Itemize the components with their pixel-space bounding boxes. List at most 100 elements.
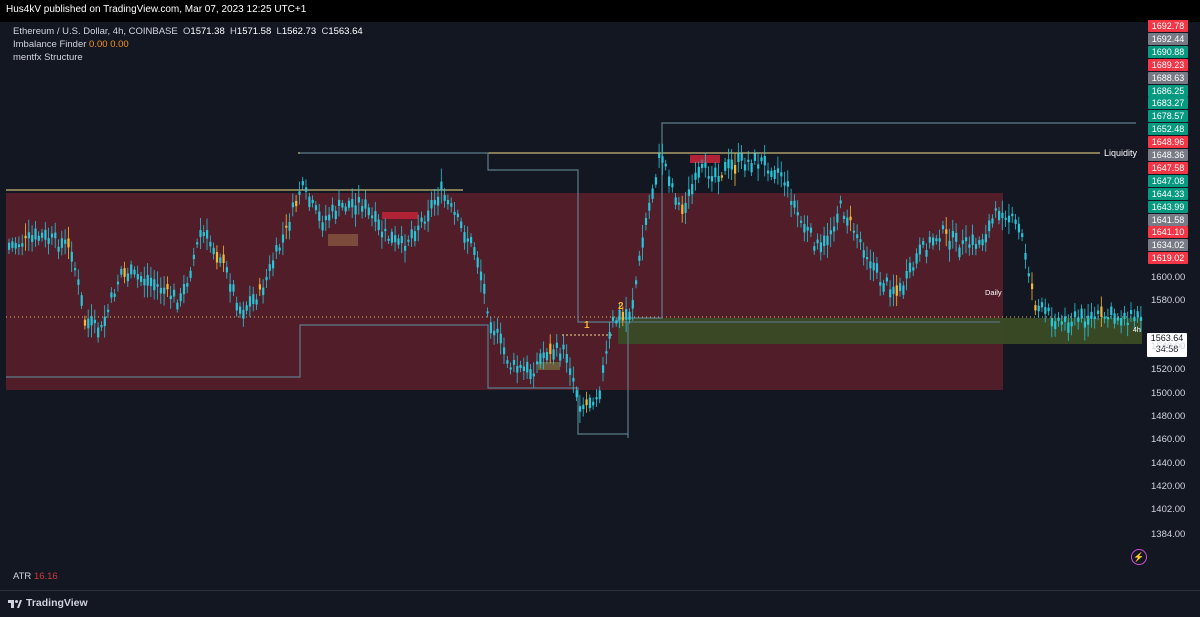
atr-legend[interactable]: ATR 16.16 [13,571,58,582]
candle-body [278,247,281,251]
candle-body [338,199,341,206]
candle-body [8,242,11,250]
candle-body [479,271,483,281]
candle-body [410,229,413,239]
chart-canvas[interactable] [0,22,1200,616]
candle-body [813,246,816,251]
candle-body [47,238,50,244]
candle-body [908,262,912,273]
legend-indicator-imbalance[interactable]: Imbalance Finder 0.00 0.00 [13,39,129,50]
candle-body [272,260,275,269]
candle-body [1064,316,1067,322]
candle-body [1123,312,1126,319]
candle-body [456,213,459,218]
publisher-bar: Hus4kV published on TradingView.com, Mar… [0,0,1200,22]
candle-body [846,217,849,226]
candle-body [1100,306,1103,317]
liquidity-label: Liquidity [1104,148,1138,158]
candle-body [509,367,512,370]
candle-body [1133,316,1136,322]
candle-body [994,208,997,211]
candle-body [1136,311,1139,318]
candle-body [602,365,605,373]
candle-body [361,205,364,212]
candle-body [133,269,136,275]
chart-area[interactable]: Ethereum / U.S. Dollar, 4h, COINBASE O15… [0,20,1200,616]
candle-body [734,164,737,174]
candle-body [651,188,654,199]
candle-body [344,206,347,212]
candle-body [1070,321,1073,327]
candle-body [334,210,337,220]
candle-body [255,299,258,305]
candle-body [196,242,199,245]
candle-body [654,177,657,185]
price-axis-label: 1402.00 [1151,504,1186,515]
candle-body [377,219,380,231]
close-value: 1563.64 [328,26,363,37]
low-value: 1562.73 [281,26,317,37]
candle-body [440,181,443,191]
candle-body [288,221,291,231]
candle-body [1021,233,1024,238]
candle-body [875,263,879,273]
candle-body [773,170,776,179]
candle-body [793,200,796,208]
candle-body [585,399,588,406]
candle-body [1080,308,1083,319]
candle-body [295,200,298,207]
close-label: C [321,26,329,37]
candle-body [420,217,423,222]
legend-indicator-structure[interactable]: mentfx Structure [13,52,83,63]
candle-body [892,286,895,294]
countdown-value: 34:58 [1155,344,1179,354]
candle-body [90,316,93,326]
candle-body [450,203,453,207]
candle-body [717,175,720,182]
candle-body [1057,317,1060,321]
candle-body [354,205,357,215]
candle-body [753,153,756,161]
candle-body [737,153,740,162]
candle-body [928,236,931,243]
candle-body [136,274,139,280]
candle-body [644,217,648,225]
level-2-label: 2 [618,301,624,312]
candle-body [661,156,664,163]
candle-body [833,226,836,232]
candle-body [496,328,499,333]
price-axis-label: 1520.00 [1151,364,1186,375]
candle-body [856,234,859,239]
candle-body [1007,215,1011,223]
candle-body [839,200,842,204]
candle-body [598,390,601,400]
price-tag: 1641.58 [1148,213,1188,226]
candle-body [202,232,205,237]
candle-body [905,270,908,279]
candle-body [189,270,192,278]
candle-body [1031,283,1034,290]
candle-body [984,234,987,243]
candle-body [1001,212,1004,218]
indicator-name: Imbalance Finder [13,39,87,50]
lightning-icon[interactable]: ⚡ [1131,549,1147,565]
candle-body [93,319,96,324]
candle-body [67,238,70,248]
candle-body [1027,273,1030,277]
candle-body [958,247,961,258]
candle-body [159,287,162,294]
candle-body [1077,317,1080,322]
candle-body [74,268,77,271]
candle-body [1040,302,1044,308]
candle-body [780,172,783,177]
candle-body [559,353,562,361]
candle-body [281,234,285,243]
candle-body [476,257,479,268]
candle-body [687,189,690,196]
candle-body [417,225,420,231]
candle-body [311,199,314,204]
candle-body [123,268,126,277]
candle-body [394,235,397,243]
candle-body [258,284,261,290]
symbol-name: Ethereum / U.S. Dollar, 4h, COINBASE [13,26,178,37]
